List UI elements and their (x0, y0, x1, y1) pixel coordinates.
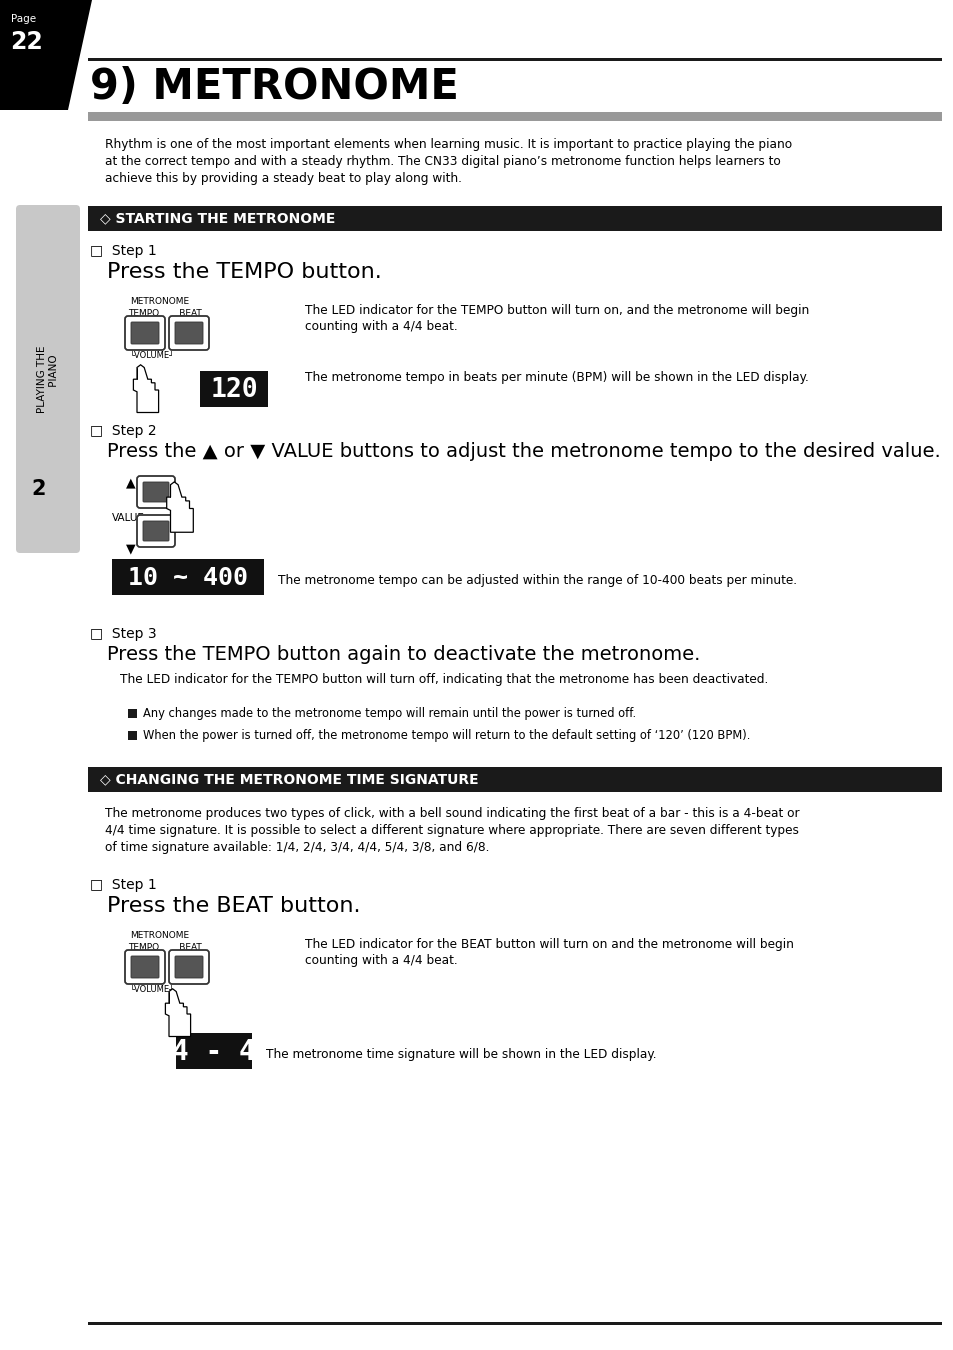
Polygon shape (0, 0, 91, 109)
FancyBboxPatch shape (131, 323, 159, 344)
Bar (88, 207, 941, 231)
Text: Press the BEAT button.: Press the BEAT button. (107, 896, 360, 917)
Text: Press the ▲ or ▼ VALUE buttons to adjust the metronome tempo to the desired valu: Press the ▲ or ▼ VALUE buttons to adjust… (107, 441, 940, 460)
Text: The metronome produces two types of click, with a bell sound indicating the firs: The metronome produces two types of clic… (105, 807, 799, 819)
FancyBboxPatch shape (174, 956, 203, 977)
Text: The metronome tempo in beats per minute (BPM) will be shown in the LED display.: The metronome tempo in beats per minute … (305, 371, 808, 383)
FancyBboxPatch shape (137, 514, 174, 547)
Polygon shape (167, 482, 193, 532)
Text: Page: Page (11, 14, 36, 24)
Text: □  Step 2: □ Step 2 (90, 424, 156, 437)
FancyBboxPatch shape (169, 316, 209, 350)
FancyBboxPatch shape (125, 950, 165, 984)
Polygon shape (133, 364, 158, 413)
Bar (88, 1322, 941, 1324)
Bar (88, 58, 941, 61)
Text: □  Step 1: □ Step 1 (90, 878, 156, 892)
Bar (200, 371, 268, 406)
Text: When the power is turned off, the metronome tempo will return to the default set: When the power is turned off, the metron… (143, 729, 750, 742)
Text: at the correct tempo and with a steady rhythm. The CN33 digital piano’s metronom: at the correct tempo and with a steady r… (105, 155, 780, 167)
Polygon shape (165, 988, 191, 1037)
Text: 2: 2 (30, 479, 46, 500)
Text: 120: 120 (210, 377, 257, 404)
Bar (112, 559, 264, 595)
Text: TEMPO       BEAT: TEMPO BEAT (128, 944, 201, 952)
FancyBboxPatch shape (169, 950, 209, 984)
Bar (88, 767, 941, 792)
Text: ◇ STARTING THE METRONOME: ◇ STARTING THE METRONOME (100, 211, 335, 225)
Text: 22: 22 (10, 30, 43, 54)
Text: The LED indicator for the BEAT button will turn on and the metronome will begin: The LED indicator for the BEAT button wi… (305, 938, 793, 950)
Text: VALUE: VALUE (112, 513, 145, 522)
FancyBboxPatch shape (125, 316, 165, 350)
Text: METRONOME: METRONOME (130, 931, 189, 940)
Text: The metronome time signature will be shown in the LED display.: The metronome time signature will be sho… (266, 1048, 656, 1061)
FancyBboxPatch shape (131, 956, 159, 977)
Text: ◇ CHANGING THE METRONOME TIME SIGNATURE: ◇ CHANGING THE METRONOME TIME SIGNATURE (100, 772, 478, 786)
Text: achieve this by providing a steady beat to play along with.: achieve this by providing a steady beat … (105, 171, 461, 185)
Bar (128, 730, 137, 740)
FancyBboxPatch shape (137, 477, 174, 508)
Text: 4/4 time signature. It is possible to select a different signature where appropr: 4/4 time signature. It is possible to se… (105, 824, 798, 837)
Text: counting with a 4/4 beat.: counting with a 4/4 beat. (305, 954, 457, 967)
Bar (175, 1033, 252, 1069)
Text: □  Step 1: □ Step 1 (90, 244, 156, 258)
Bar (128, 709, 137, 718)
Text: □  Step 3: □ Step 3 (90, 626, 156, 641)
Text: ▼: ▼ (126, 541, 135, 555)
Text: └VOLUME┘: └VOLUME┘ (130, 986, 175, 994)
Text: of time signature available: 1/4, 2/4, 3/4, 4/4, 5/4, 3/8, and 6/8.: of time signature available: 1/4, 2/4, 3… (105, 841, 489, 855)
Text: Press the TEMPO button.: Press the TEMPO button. (107, 262, 381, 282)
Text: counting with a 4/4 beat.: counting with a 4/4 beat. (305, 320, 457, 333)
Text: 9) METRONOME: 9) METRONOME (90, 66, 458, 108)
Text: The LED indicator for the TEMPO button will turn off, indicating that the metron: The LED indicator for the TEMPO button w… (120, 674, 767, 686)
Text: 4 - 4: 4 - 4 (172, 1038, 255, 1067)
FancyBboxPatch shape (16, 205, 80, 554)
FancyBboxPatch shape (174, 323, 203, 344)
Text: PLAYING THE
     PIANO: PLAYING THE PIANO (37, 346, 59, 413)
FancyBboxPatch shape (143, 521, 169, 541)
Text: The metronome tempo can be adjusted within the range of 10-400 beats per minute.: The metronome tempo can be adjusted with… (277, 574, 796, 587)
FancyBboxPatch shape (143, 482, 169, 502)
Text: Rhythm is one of the most important elements when learning music. It is importan: Rhythm is one of the most important elem… (105, 138, 791, 151)
Text: The LED indicator for the TEMPO button will turn on, and the metronome will begi: The LED indicator for the TEMPO button w… (305, 304, 808, 317)
Text: Any changes made to the metronome tempo will remain until the power is turned of: Any changes made to the metronome tempo … (143, 707, 636, 720)
Bar (88, 112, 941, 122)
Text: ▲: ▲ (126, 477, 135, 489)
Text: TEMPO       BEAT: TEMPO BEAT (128, 309, 201, 319)
Text: └VOLUME┘: └VOLUME┘ (130, 351, 175, 360)
Text: 10 ~ 400: 10 ~ 400 (128, 566, 248, 590)
Text: Press the TEMPO button again to deactivate the metronome.: Press the TEMPO button again to deactiva… (107, 645, 700, 664)
Text: METRONOME: METRONOME (130, 297, 189, 306)
